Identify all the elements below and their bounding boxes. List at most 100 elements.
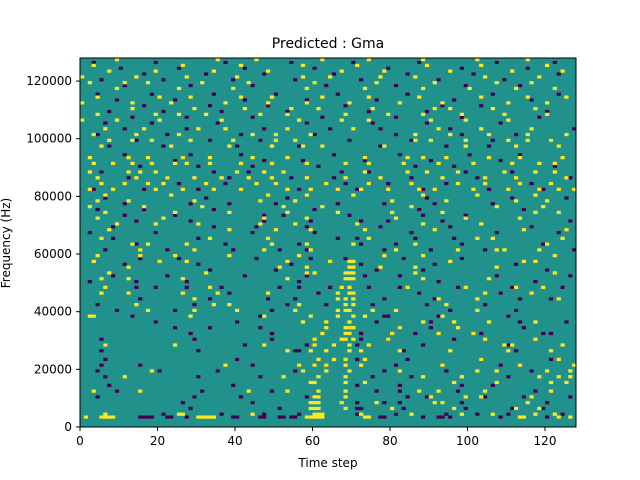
heatmap-cell-low bbox=[475, 412, 480, 416]
heatmap-cell-high bbox=[80, 118, 85, 122]
heatmap-cell-low bbox=[153, 320, 158, 324]
heatmap-cell-low bbox=[142, 415, 147, 419]
heatmap-cell-high bbox=[126, 199, 131, 203]
heatmap-cell-high bbox=[463, 285, 468, 289]
heatmap-cell-high bbox=[138, 389, 143, 393]
heatmap-cell-high bbox=[374, 81, 379, 85]
heatmap-cell-high bbox=[556, 187, 561, 191]
heatmap-cell-high bbox=[312, 412, 317, 416]
heatmap-cell-high bbox=[180, 156, 185, 160]
heatmap-cell-low bbox=[382, 248, 387, 252]
heatmap-cell-high bbox=[393, 216, 399, 220]
heatmap-cell-low bbox=[378, 144, 383, 148]
heatmap-cell-low bbox=[421, 213, 426, 217]
heatmap-cell-high bbox=[347, 101, 352, 105]
heatmap-cell-low bbox=[335, 202, 340, 206]
heatmap-cell-high bbox=[351, 265, 356, 269]
heatmap-cell-high bbox=[560, 156, 565, 160]
heatmap-cell-low bbox=[188, 219, 193, 223]
heatmap-cell-high bbox=[180, 63, 185, 67]
heatmap-cell-low bbox=[378, 127, 383, 131]
heatmap-cell-high bbox=[502, 343, 507, 347]
heatmap-cell-high bbox=[386, 187, 391, 191]
heatmap-cell-high bbox=[564, 95, 569, 99]
heatmap-cell-high bbox=[343, 331, 348, 336]
heatmap-cell-high bbox=[366, 161, 371, 166]
heatmap-cell-high bbox=[479, 222, 484, 226]
heatmap-cell-high bbox=[87, 187, 92, 191]
x-tick-label: 80 bbox=[382, 434, 397, 448]
heatmap-cell-high bbox=[436, 127, 441, 131]
heatmap-cell-high bbox=[378, 176, 383, 180]
heatmap-cell-high bbox=[494, 265, 499, 269]
heatmap-cell-low bbox=[107, 109, 112, 114]
heatmap-cell-high bbox=[359, 412, 364, 416]
heatmap-cell-high bbox=[413, 138, 418, 142]
heatmap-cell-high bbox=[479, 63, 484, 67]
heatmap-cell-low bbox=[142, 104, 147, 108]
heatmap-cell-high bbox=[149, 369, 154, 373]
heatmap-cell-high bbox=[316, 406, 321, 411]
heatmap-cell-high bbox=[285, 389, 290, 393]
heatmap-cell-high bbox=[173, 210, 178, 215]
heatmap-cell-low bbox=[436, 314, 441, 318]
heatmap-cell-high bbox=[552, 254, 557, 258]
heatmap-cell-high bbox=[211, 303, 216, 307]
heatmap-cell-high bbox=[351, 291, 356, 295]
heatmap-cell-high bbox=[95, 95, 100, 99]
heatmap-cell-high bbox=[184, 161, 189, 166]
heatmap-cell-high bbox=[351, 271, 356, 275]
heatmap-cell-high bbox=[308, 187, 313, 191]
heatmap-cell-high bbox=[529, 291, 534, 295]
heatmap-cell-high bbox=[111, 415, 116, 419]
heatmap-cell-high bbox=[537, 161, 542, 166]
heatmap-cell-low bbox=[312, 207, 317, 212]
heatmap-cell-low bbox=[552, 60, 557, 65]
heatmap-cell-high bbox=[545, 63, 550, 67]
heatmap-cell-high bbox=[548, 181, 554, 186]
heatmap-cell-high bbox=[293, 222, 298, 226]
heatmap-cell-high bbox=[204, 271, 209, 275]
heatmap-cell-high bbox=[285, 156, 290, 160]
heatmap-cell-high bbox=[471, 161, 476, 166]
heatmap-cell-high bbox=[266, 69, 271, 73]
heatmap-cell-high bbox=[556, 375, 561, 379]
heatmap-cell-high bbox=[393, 248, 399, 252]
heatmap-cell-low bbox=[254, 225, 259, 229]
heatmap-cell-high bbox=[266, 291, 271, 295]
heatmap-cell-low bbox=[541, 187, 546, 191]
heatmap-cell-low bbox=[490, 138, 495, 142]
heatmap-cell-high bbox=[266, 193, 271, 197]
heatmap-cell-high bbox=[475, 193, 480, 197]
heatmap-cell-high bbox=[103, 193, 108, 197]
heatmap-cell-low bbox=[362, 158, 368, 163]
heatmap-cell-high bbox=[285, 259, 290, 264]
heatmap-cell-high bbox=[362, 156, 368, 160]
heatmap-cell-low bbox=[397, 401, 402, 405]
heatmap-cell-high bbox=[235, 75, 240, 79]
heatmap-cell-high bbox=[130, 138, 135, 142]
heatmap-cell-high bbox=[409, 205, 414, 209]
heatmap-cell-high bbox=[316, 357, 321, 362]
heatmap-cell-low bbox=[490, 202, 495, 206]
heatmap-cell-low bbox=[347, 213, 352, 217]
heatmap-cell-high bbox=[153, 170, 158, 174]
heatmap-cell-high bbox=[390, 406, 395, 411]
heatmap-cell-high bbox=[324, 369, 329, 373]
heatmap-cell-low bbox=[200, 389, 205, 393]
heatmap-cell-high bbox=[347, 331, 352, 336]
heatmap-cell-low bbox=[335, 92, 340, 96]
heatmap-cell-high bbox=[188, 314, 193, 318]
heatmap-cell-low bbox=[99, 349, 104, 353]
heatmap-cell-low bbox=[548, 331, 554, 336]
heatmap-cell-high bbox=[533, 259, 538, 264]
heatmap-cell-low bbox=[87, 279, 92, 284]
heatmap-cell-low bbox=[99, 170, 104, 174]
heatmap-cell-high bbox=[328, 75, 333, 79]
heatmap-cell-low bbox=[277, 248, 282, 252]
heatmap-cell-high bbox=[486, 156, 492, 160]
heatmap-cell-low bbox=[304, 98, 309, 102]
heatmap-cell-low bbox=[432, 202, 437, 206]
heatmap-cell-high bbox=[490, 412, 495, 416]
heatmap-cell-low bbox=[297, 187, 302, 191]
